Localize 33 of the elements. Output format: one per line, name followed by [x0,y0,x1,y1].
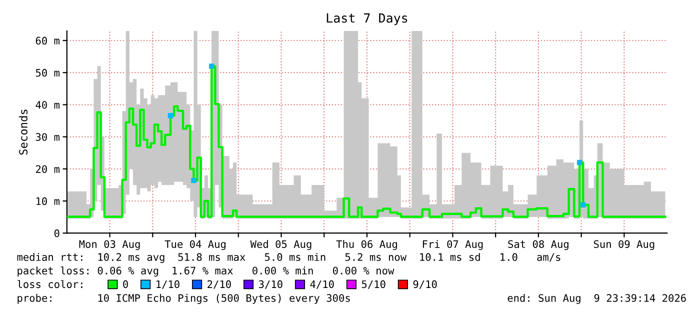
x-tick-label: Thu 06 Aug [336,240,397,250]
y-tick-label: 0 [54,229,60,238]
legend-label: 5/10 [362,280,386,289]
y-tick-label: 40 m [36,101,60,109]
x-tick-label: Fri 07 Aug [422,240,483,250]
x-tick-label: Mon 03 Aug [79,240,140,250]
legend-label: 9/10 [413,280,437,289]
legend-label: 2/10 [208,280,231,289]
y-tick-label: 60 m [36,36,60,45]
y-tick-label: 10 m [36,197,60,206]
text: packet loss: 0.06 % avg 1.67 % max 0.00 % min 0.00 % now [18,266,394,277]
y-tick-label: 50 m [36,68,60,77]
x-tick-label: Sun 09 Aug [594,240,654,250]
point [576,160,582,166]
x-tick-label: Tue 04 Aug [164,240,226,250]
text: median rtt: 10.2 ms avg 51.8 ms max 5.0 ms min 5.2 ms now 10.1 ms sd 1.0 am/s [17,252,560,263]
text: end: Sun Aug 9 23:39:14 2026 [508,294,686,304]
x-tick-label: Sat 08 Aug [508,240,568,250]
point [208,64,214,69]
legend-label: 4/10 [310,280,334,289]
point [191,178,196,184]
legend-label: 3/10 [258,280,282,289]
legend-label: 0 [123,280,128,288]
x-tick-label: Wed 05 Aug [250,240,312,250]
text: probe: 10 ICMP Echo Pings (500 Bytes) every 300s [18,294,350,304]
chart-title: Last 7 Days [326,13,408,26]
y-tick-label: 30 m [36,133,60,141]
y-tick-label: 20 m [36,165,60,173]
point [168,113,174,118]
y-axis-title: Seconds [18,110,28,155]
legend-title: loss color: [18,280,82,288]
point [580,202,586,208]
legend-label: 1/10 [156,280,180,289]
